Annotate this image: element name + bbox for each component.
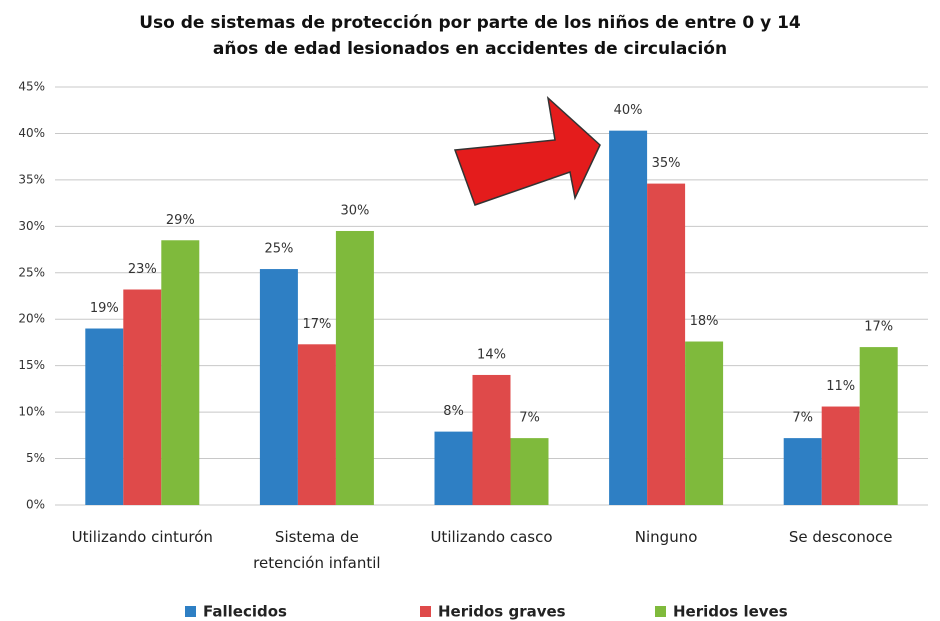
value-label: 29% <box>166 213 195 228</box>
value-label: 11% <box>826 379 855 394</box>
bar <box>123 289 162 505</box>
value-label: 17% <box>864 320 893 335</box>
legend-label: Fallecidos <box>203 603 287 621</box>
bar <box>783 438 822 505</box>
value-label: 8% <box>443 404 464 419</box>
chart-title: Uso de sistemas de protección por parte … <box>139 13 801 59</box>
y-tick-label: 5% <box>26 451 45 465</box>
bar <box>259 269 298 505</box>
y-tick-label: 30% <box>18 219 45 233</box>
bar <box>85 328 124 505</box>
bar <box>510 438 549 505</box>
bar <box>685 341 724 505</box>
x-tick-label: Se desconoce <box>788 528 893 546</box>
bar <box>434 431 473 505</box>
arrow <box>453 96 601 206</box>
y-tick-label: 15% <box>18 358 45 372</box>
x-tick-label: Utilizando casco <box>430 528 553 546</box>
x-tick-label: Ninguno <box>634 528 698 546</box>
value-label: 40% <box>614 103 643 118</box>
bar <box>472 374 511 505</box>
value-label: 35% <box>652 156 681 171</box>
value-label: 30% <box>340 203 369 218</box>
legend-label: Heridos graves <box>438 603 566 621</box>
y-tick-label: 25% <box>18 265 45 279</box>
legend-swatch <box>185 606 196 617</box>
x-tick-label: Sistema de retención infantil <box>253 528 381 572</box>
bar <box>609 130 648 505</box>
y-tick-label: 40% <box>18 126 45 140</box>
legend-label: Heridos leves <box>673 603 788 621</box>
x-tick-label: Utilizando cinturón <box>71 528 213 546</box>
bar <box>647 183 686 506</box>
value-label: 17% <box>302 317 331 332</box>
value-label: 7% <box>792 411 813 426</box>
value-label: 7% <box>519 411 540 426</box>
bar <box>297 344 336 505</box>
bar <box>859 347 898 505</box>
value-label: 19% <box>90 301 119 316</box>
y-tick-label: 0% <box>26 498 45 512</box>
value-label: 23% <box>128 262 157 277</box>
bar <box>335 230 374 505</box>
y-tick-label: 20% <box>18 312 45 326</box>
bar <box>161 240 200 505</box>
legend-swatch <box>420 606 431 617</box>
value-label: 18% <box>690 314 719 329</box>
y-tick-label: 35% <box>18 172 45 186</box>
legend-swatch <box>655 606 666 617</box>
y-tick-label: 45% <box>18 80 45 94</box>
value-label: 14% <box>477 347 506 362</box>
value-label: 25% <box>264 242 293 257</box>
y-tick-label: 10% <box>18 405 45 419</box>
bar <box>821 406 860 505</box>
